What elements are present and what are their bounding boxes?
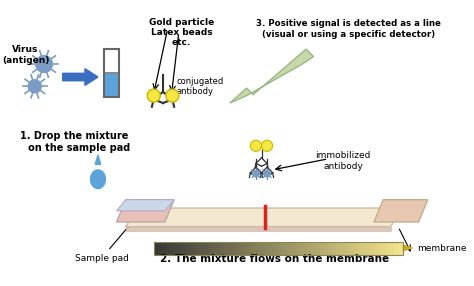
Bar (262, 243, 266, 255)
Polygon shape (117, 200, 174, 222)
Bar (200, 243, 204, 255)
Bar (390, 243, 395, 255)
Bar (278, 243, 283, 255)
Bar (353, 243, 357, 255)
Bar (212, 243, 217, 255)
Bar (241, 243, 246, 255)
Bar (299, 243, 303, 255)
Bar (166, 243, 171, 255)
Bar (394, 243, 399, 255)
Bar (245, 243, 250, 255)
Bar (295, 243, 300, 255)
Polygon shape (63, 69, 98, 86)
Circle shape (250, 140, 262, 151)
Text: 1. Drop the mixture
   on the sample pad: 1. Drop the mixture on the sample pad (18, 131, 130, 152)
Text: Gold particle
Latex beads
etc.: Gold particle Latex beads etc. (149, 17, 214, 47)
Bar (311, 243, 316, 255)
Bar (249, 243, 254, 255)
Bar (270, 243, 274, 255)
Bar (170, 243, 175, 255)
Bar (370, 243, 374, 255)
Bar (378, 243, 383, 255)
Bar (154, 243, 403, 255)
Bar (104, 49, 119, 98)
Bar (237, 243, 241, 255)
Text: membrane: membrane (418, 244, 467, 253)
Bar (203, 243, 208, 255)
Bar (183, 243, 187, 255)
Bar (154, 243, 158, 255)
Bar (320, 243, 324, 255)
Bar (158, 243, 163, 255)
Bar (291, 243, 295, 255)
Bar (332, 243, 337, 255)
Bar (195, 243, 200, 255)
Text: conjugated
antibody: conjugated antibody (177, 77, 224, 96)
Bar (104, 73, 119, 98)
Polygon shape (91, 170, 105, 188)
Polygon shape (230, 49, 313, 103)
Bar (162, 243, 167, 255)
Bar (399, 243, 403, 255)
Text: Sample pad: Sample pad (75, 225, 130, 263)
Bar (191, 243, 196, 255)
Bar (220, 243, 225, 255)
Bar (257, 243, 262, 255)
Circle shape (264, 170, 270, 177)
Bar (361, 243, 366, 255)
Bar (307, 243, 312, 255)
Bar (274, 243, 279, 255)
Bar (345, 243, 349, 255)
Text: immobilized
antibody: immobilized antibody (316, 151, 371, 171)
Bar (303, 243, 308, 255)
Bar (216, 243, 220, 255)
Bar (357, 243, 362, 255)
Bar (337, 243, 341, 255)
Circle shape (147, 89, 160, 102)
Circle shape (166, 89, 179, 102)
Polygon shape (403, 244, 414, 252)
Bar (266, 243, 270, 255)
Bar (179, 243, 183, 255)
Bar (349, 243, 354, 255)
Bar (187, 243, 191, 255)
Bar (224, 243, 229, 255)
Bar (365, 243, 370, 255)
Bar (382, 243, 387, 255)
Bar (253, 243, 258, 255)
Polygon shape (126, 208, 402, 227)
Bar (340, 243, 345, 255)
Polygon shape (126, 227, 391, 231)
Bar (174, 243, 179, 255)
Bar (104, 49, 119, 73)
Bar (328, 243, 333, 255)
Bar (324, 243, 328, 255)
Bar (228, 243, 233, 255)
Circle shape (262, 140, 273, 151)
Polygon shape (374, 200, 428, 222)
Bar (233, 243, 237, 255)
Bar (374, 243, 378, 255)
Bar (386, 243, 391, 255)
Bar (208, 243, 212, 255)
Polygon shape (117, 200, 174, 211)
Bar (283, 243, 287, 255)
Text: Virus
(antigen): Virus (antigen) (2, 45, 49, 65)
Circle shape (36, 56, 53, 72)
Bar (286, 243, 291, 255)
Circle shape (28, 80, 41, 93)
Circle shape (253, 170, 259, 177)
Text: 2. The mixture flows on the membrane: 2. The mixture flows on the membrane (160, 254, 389, 264)
Polygon shape (95, 155, 101, 164)
Text: 3. Positive signal is detected as a line
(visual or using a specific detector): 3. Positive signal is detected as a line… (256, 19, 441, 39)
Bar (316, 243, 320, 255)
